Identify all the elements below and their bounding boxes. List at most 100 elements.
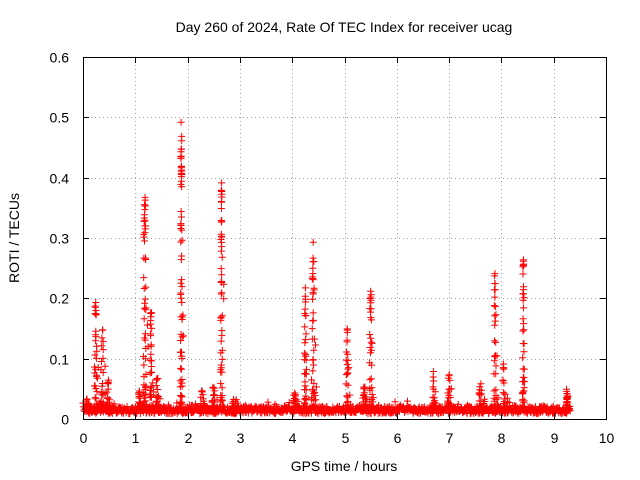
data-point xyxy=(302,405,310,413)
data-point xyxy=(99,326,107,334)
data-point xyxy=(177,148,185,156)
data-point xyxy=(178,283,186,291)
x-tick-label: 9 xyxy=(551,430,559,446)
data-point xyxy=(301,400,309,408)
data-point xyxy=(146,387,154,395)
data-point xyxy=(104,395,112,403)
data-point xyxy=(147,357,155,365)
data-point xyxy=(367,305,375,313)
data-point xyxy=(143,321,151,329)
data-point xyxy=(93,354,101,362)
data-point xyxy=(178,236,186,244)
data-point xyxy=(105,378,113,386)
data-point xyxy=(236,406,244,414)
data-point xyxy=(210,391,218,399)
data-point xyxy=(217,364,225,372)
data-point xyxy=(302,396,310,404)
data-point xyxy=(141,196,149,204)
data-point xyxy=(477,380,485,388)
data-point xyxy=(93,347,101,355)
x-tick-label: 6 xyxy=(394,430,402,446)
data-point xyxy=(391,398,399,406)
data-point xyxy=(366,385,374,393)
data-point xyxy=(91,351,99,359)
data-point xyxy=(492,370,500,378)
data-point xyxy=(309,275,317,283)
x-tick-label: 3 xyxy=(237,430,245,446)
data-point xyxy=(308,325,316,333)
data-point xyxy=(311,406,319,414)
data-point xyxy=(218,355,226,363)
data-point xyxy=(360,404,368,412)
data-point xyxy=(344,350,352,358)
data-point xyxy=(211,387,219,395)
data-point xyxy=(494,394,502,402)
data-point xyxy=(232,396,240,404)
data-point xyxy=(308,376,316,384)
y-tick-label: 0.2 xyxy=(50,291,70,307)
data-point xyxy=(492,338,500,346)
data-point xyxy=(499,389,507,397)
data-point xyxy=(177,118,185,126)
data-point xyxy=(362,398,370,406)
data-point xyxy=(491,279,499,287)
data-point xyxy=(218,179,226,187)
data-point xyxy=(218,218,226,226)
data-point xyxy=(92,395,100,403)
data-point xyxy=(93,388,101,396)
data-point xyxy=(154,374,162,382)
data-point xyxy=(198,387,206,395)
x-tick-label: 1 xyxy=(132,430,140,446)
data-point xyxy=(520,348,528,356)
data-point xyxy=(368,339,376,347)
data-point xyxy=(177,289,185,297)
data-point xyxy=(444,389,452,397)
data-point xyxy=(220,295,228,303)
data-point xyxy=(140,201,148,209)
data-point xyxy=(490,337,498,345)
data-point xyxy=(84,399,92,407)
data-point xyxy=(84,406,92,414)
data-point xyxy=(369,398,377,406)
data-point xyxy=(366,330,374,338)
data-point xyxy=(491,270,499,278)
data-point xyxy=(343,338,351,346)
data-point xyxy=(217,205,225,213)
data-point xyxy=(178,183,186,191)
data-point xyxy=(520,260,528,268)
data-point xyxy=(104,379,112,387)
data-point xyxy=(218,331,226,339)
x-tick-label: 10 xyxy=(599,430,615,446)
data-point xyxy=(91,310,99,318)
data-point xyxy=(99,337,107,345)
data-point xyxy=(310,335,318,343)
data-point xyxy=(302,352,310,360)
data-point xyxy=(309,316,317,324)
data-point xyxy=(188,401,196,409)
labels-layer: 0 1 2 3 4 5 6 7 8 9 10 0 0.1 0.2 0.3 0.4 0.5 0.6 xyxy=(50,50,615,447)
data-point xyxy=(369,403,377,411)
data-point xyxy=(99,346,107,354)
data-point xyxy=(312,405,320,413)
data-point xyxy=(142,255,150,263)
data-point xyxy=(177,364,185,372)
x-axis-label: GPS time / hours xyxy=(291,458,398,474)
data-point xyxy=(520,283,528,291)
data-point xyxy=(209,383,217,391)
data-point xyxy=(141,229,149,237)
data-point xyxy=(521,377,529,385)
data-point xyxy=(178,315,186,323)
data-point xyxy=(519,327,527,335)
data-point xyxy=(142,355,150,363)
chart-title: Day 260 of 2024, Rate Of TEC Index for r… xyxy=(176,19,513,35)
data-point xyxy=(309,309,317,317)
data-point xyxy=(562,404,570,412)
data-point xyxy=(491,317,499,325)
data-point xyxy=(520,384,528,392)
data-point xyxy=(521,404,529,412)
data-point xyxy=(404,397,412,405)
data-point xyxy=(219,402,227,410)
data-point xyxy=(344,397,352,405)
data-point xyxy=(98,357,106,365)
